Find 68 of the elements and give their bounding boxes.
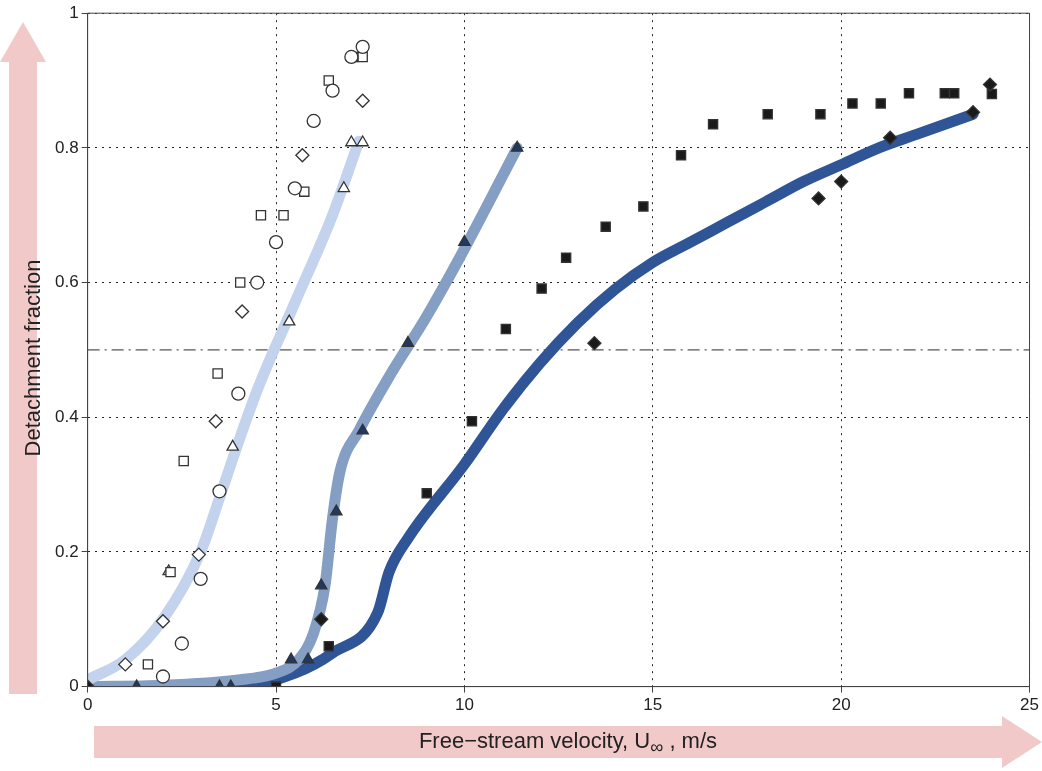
point (314, 578, 328, 590)
point (255, 209, 267, 221)
point (948, 88, 960, 99)
point (323, 75, 335, 86)
point (287, 181, 302, 196)
point (282, 314, 296, 326)
point (401, 336, 415, 348)
y-tick-label: 0 (69, 676, 79, 696)
point (268, 235, 284, 250)
x-tick-label: 20 (831, 695, 851, 715)
y-tick-label: 0.8 (54, 137, 79, 157)
x-axis-title: Free−stream velocity, U$_{∞}$ , m/s (417, 728, 719, 759)
x-tick-label: 15 (643, 695, 663, 715)
point (421, 488, 432, 499)
point (587, 336, 602, 351)
x-tick-label: 10 (454, 695, 474, 715)
point (212, 368, 223, 379)
point (815, 108, 826, 120)
point (323, 640, 335, 652)
point (847, 98, 858, 109)
point (939, 88, 951, 99)
point (510, 140, 524, 152)
point (278, 209, 289, 221)
point (301, 652, 315, 664)
point (234, 277, 246, 288)
point (226, 439, 239, 451)
point (600, 221, 611, 232)
point (707, 119, 719, 130)
x-tick-label: 25 (1020, 695, 1040, 715)
point (193, 571, 208, 587)
y-tick-label: 0.6 (54, 272, 79, 292)
point (344, 49, 359, 65)
point (356, 423, 369, 435)
point (982, 77, 998, 92)
y-tick-label: 1 (69, 2, 79, 22)
point (466, 416, 478, 427)
point (118, 657, 133, 672)
point (675, 150, 687, 161)
point (345, 135, 358, 147)
point (834, 174, 849, 189)
point (560, 252, 572, 263)
point (337, 181, 351, 193)
x-tick-label: 5 (271, 695, 281, 715)
y-tick-label: 0.4 (54, 406, 79, 426)
point (875, 98, 886, 109)
point (536, 283, 547, 294)
point (212, 484, 227, 499)
y-tick-label: 0.2 (54, 541, 79, 561)
point (903, 88, 915, 99)
point (355, 39, 370, 55)
point (500, 323, 512, 335)
point (762, 108, 773, 120)
point (356, 135, 369, 147)
point (965, 105, 981, 120)
point (284, 652, 298, 664)
point (882, 130, 898, 145)
point (155, 669, 171, 684)
point (458, 235, 471, 247)
point (178, 455, 189, 467)
point (638, 201, 649, 212)
point (314, 612, 329, 627)
point (330, 504, 343, 516)
point (142, 659, 154, 670)
point (811, 191, 826, 206)
x-tick-label: 0 (82, 695, 93, 715)
point (191, 547, 206, 562)
point (155, 614, 171, 629)
y-axis-title: Detachment fraction (20, 259, 46, 457)
